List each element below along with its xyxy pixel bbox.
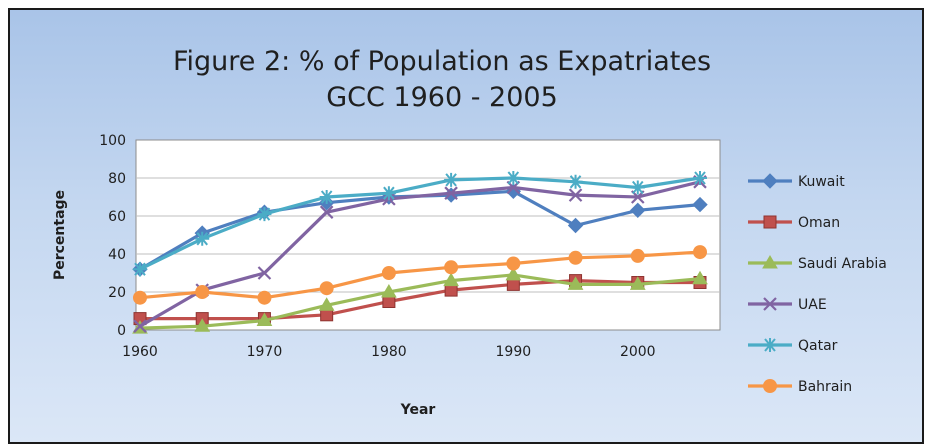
data-point-uae — [133, 319, 147, 333]
data-point-saudi-arabia — [567, 276, 584, 290]
legend: Kuwait Oman Saudi Arabia UAE Qatar Bahrain — [748, 173, 887, 395]
legend-label: Oman — [798, 215, 840, 231]
data-point-qatar — [630, 180, 645, 195]
series-bahrain — [133, 245, 707, 305]
data-point-bahrain — [381, 266, 396, 280]
data-point-qatar — [506, 171, 521, 185]
y-tick-label: 100 — [99, 133, 126, 149]
x-axis-title: Year — [400, 402, 436, 418]
y-tick-label: 80 — [108, 171, 126, 187]
data-point-qatar — [693, 171, 707, 185]
x-tick-label: 1970 — [247, 344, 283, 360]
data-point-saudi-arabia — [381, 284, 397, 298]
data-point-saudi-arabia — [256, 312, 273, 326]
chart-title-line-1: Figure 2: % of Population as Expatriates — [173, 46, 711, 77]
x-tick-label: 1980 — [371, 344, 407, 360]
data-point-bahrain — [195, 285, 210, 299]
legend-label: UAE — [798, 297, 827, 313]
data-point-bahrain — [506, 256, 521, 271]
series-line-bahrain — [139, 250, 701, 300]
y-axis-title: Percentage — [52, 190, 68, 280]
series-saudi-arabia — [132, 266, 708, 334]
plot-area — [135, 139, 721, 331]
data-point-uae — [444, 186, 458, 200]
data-point-qatar — [319, 190, 334, 204]
data-point-saudi-arabia — [194, 318, 211, 332]
series-line-oman — [140, 279, 700, 321]
legend-swatch-marker — [762, 173, 778, 189]
legend-label: Qatar — [798, 338, 838, 354]
data-point-saudi-arabia — [505, 266, 522, 281]
data-point-uae — [319, 205, 334, 219]
series-line-saudi-arabia — [139, 273, 701, 330]
y-tick-label: 40 — [108, 247, 126, 263]
legend-label: Kuwait — [798, 174, 845, 190]
data-point-qatar — [257, 207, 272, 222]
chart-title-line-2: GCC 1960 - 2005 — [326, 82, 558, 113]
data-point-bahrain — [257, 290, 272, 305]
data-point-kuwait — [692, 196, 708, 213]
legend-swatch-marker — [763, 297, 777, 311]
data-point-kuwait — [630, 202, 646, 219]
x-tick-label: 1960 — [122, 344, 158, 360]
legend-label: Bahrain — [798, 379, 852, 395]
series-line-qatar — [139, 176, 701, 271]
legend-item-qatar: Qatar — [748, 338, 838, 354]
legend-swatch-marker — [763, 379, 777, 393]
data-point-uae — [257, 266, 272, 280]
series-line-uae — [139, 180, 701, 328]
series-qatar — [133, 171, 707, 277]
data-point-kuwait — [567, 217, 584, 234]
y-tick-label: 20 — [108, 285, 126, 301]
y-tick-label: 60 — [108, 209, 126, 225]
data-point-bahrain — [444, 260, 459, 275]
data-point-qatar — [133, 262, 147, 277]
legend-swatch-marker — [762, 255, 778, 269]
data-point-bahrain — [319, 281, 334, 296]
series-layer — [132, 171, 708, 334]
data-point-saudi-arabia — [443, 272, 459, 287]
y-tick-labels: 0 20 40 60 80 100 — [99, 133, 126, 339]
x-tick-label: 1990 — [496, 344, 532, 360]
y-grid — [136, 177, 720, 293]
data-point-uae — [568, 188, 583, 202]
legend-item-kuwait: Kuwait — [748, 173, 845, 190]
x-tick-label: 2000 — [620, 344, 656, 360]
data-point-saudi-arabia — [692, 270, 708, 285]
legend-swatch-marker — [763, 338, 777, 352]
data-point-qatar — [381, 186, 396, 201]
x-tick-labels: 1960 1970 1980 1990 2000 — [122, 344, 655, 360]
legend-label: Saudi Arabia — [798, 256, 887, 272]
data-point-saudi-arabia — [318, 297, 335, 311]
data-point-saudi-arabia — [629, 276, 646, 290]
legend-item-saudi-arabia: Saudi Arabia — [748, 255, 887, 272]
line-chart: Figure 2: % of Population as Expatriates… — [52, 46, 887, 418]
data-point-qatar — [444, 172, 459, 187]
data-point-bahrain — [133, 290, 147, 305]
legend-item-oman: Oman — [748, 215, 840, 231]
legend-item-uae: UAE — [748, 297, 827, 313]
chart-frame: Figure 2: % of Population as Expatriates… — [8, 8, 924, 444]
data-point-qatar — [195, 231, 210, 246]
data-point-bahrain — [568, 250, 583, 265]
data-point-qatar — [568, 174, 583, 189]
legend-item-bahrain: Bahrain — [748, 379, 852, 395]
data-point-bahrain — [630, 248, 645, 263]
legend-swatch-marker — [763, 215, 777, 229]
y-tick-label: 0 — [117, 323, 126, 339]
data-point-bahrain — [693, 245, 707, 260]
